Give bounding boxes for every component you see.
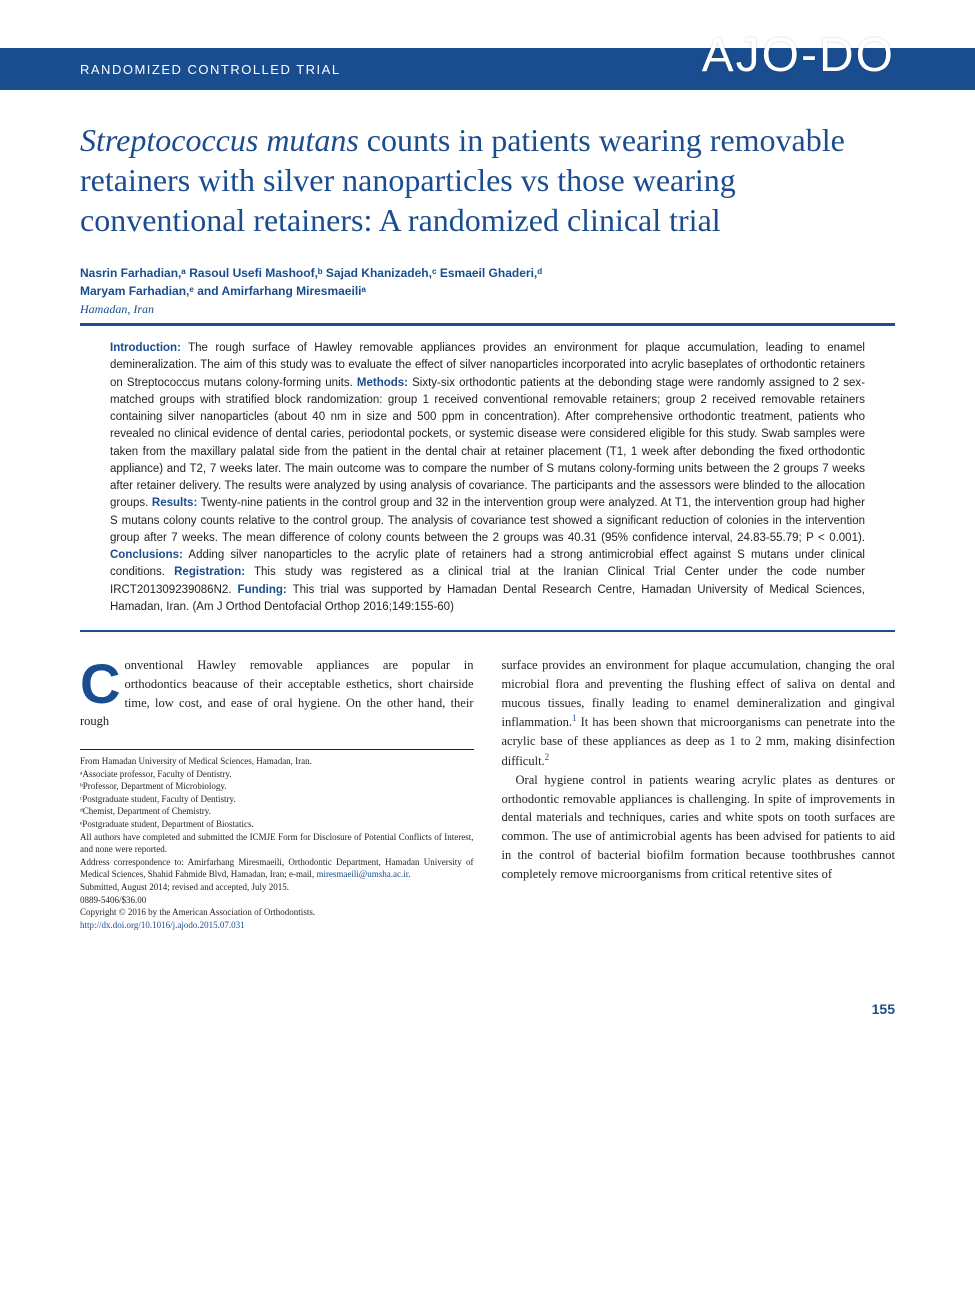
abstract-results-label: Results: <box>152 497 197 509</box>
body-first-paragraph: Conventional Hawley removable appliances… <box>80 656 474 731</box>
abstract-conclusions-label: Conclusions: <box>110 549 183 561</box>
col2-paragraph-1: surface provides an environment for plaq… <box>502 656 896 771</box>
footnote-copyright: Copyright © 2016 by the American Associa… <box>80 906 474 919</box>
abstract-intro-label: Introduction: <box>110 342 181 354</box>
abstract-funding-label: Funding: <box>238 584 287 596</box>
column-left: Conventional Hawley removable appliances… <box>80 656 474 931</box>
authors-line-2: Maryam Farhadian,ᵉ and Amirfarhang Mires… <box>80 282 895 300</box>
footnote-affil-c: ᶜPostgraduate student, Faculty of Dentis… <box>80 793 474 806</box>
abstract: Introduction: The rough surface of Hawle… <box>80 340 895 616</box>
title-italic-species: Streptococcus mutans <box>80 122 359 158</box>
article-title: Streptococcus mutans counts in patients … <box>80 120 895 240</box>
author-location: Hamadan, Iran <box>80 302 895 317</box>
authors-block: Nasrin Farhadian,ᵃ Rasoul Usefi Mashoof,… <box>80 264 895 300</box>
footnote-affil-b: ᵇProfessor, Department of Microbiology. <box>80 780 474 793</box>
authors-line-1: Nasrin Farhadian,ᵃ Rasoul Usefi Mashoof,… <box>80 264 895 282</box>
col2-paragraph-2: Oral hygiene control in patients wearing… <box>502 771 896 884</box>
footnote-affil-a: ᵃAssociate professor, Faculty of Dentist… <box>80 768 474 781</box>
abstract-methods-text: Sixty-six orthodontic patients at the de… <box>110 377 865 510</box>
footnotes: From Hamadan University of Medical Scien… <box>80 749 474 931</box>
abstract-registration-label: Registration: <box>174 566 245 578</box>
footnote-issn: 0889-5406/$36.00 <box>80 894 474 907</box>
footnote-disclosure: All authors have completed and submitted… <box>80 831 474 856</box>
body-columns: Conventional Hawley removable appliances… <box>80 656 895 931</box>
footnote-affil-d: ᵈChemist, Department of Chemistry. <box>80 805 474 818</box>
doi-link[interactable]: http://dx.doi.org/10.1016/j.ajodo.2015.0… <box>80 920 245 930</box>
correspondence-email-link[interactable]: miresmaeili@umsha.ac.ir <box>316 869 408 879</box>
journal-logo: AJO-DO <box>702 28 895 83</box>
footnote-from: From Hamadan University of Medical Scien… <box>80 755 474 768</box>
abstract-results-text: Twenty-nine patients in the control grou… <box>110 497 865 544</box>
divider-top <box>80 323 895 326</box>
trial-type-label: RANDOMIZED CONTROLLED TRIAL <box>0 62 341 77</box>
dropcap: C <box>80 656 124 708</box>
header-bar: RANDOMIZED CONTROLLED TRIAL AJO-DO <box>0 48 975 90</box>
footnote-correspondence: Address correspondence to: Amirfarhang M… <box>80 856 474 881</box>
footnote-affil-e: ᵉPostgraduate student, Department of Bio… <box>80 818 474 831</box>
column-right: surface provides an environment for plaq… <box>502 656 896 931</box>
reference-2[interactable]: 2 <box>545 752 550 762</box>
footnote-submitted: Submitted, August 2014; revised and acce… <box>80 881 474 894</box>
divider-bottom <box>80 630 895 632</box>
page-number: 155 <box>0 1001 975 1017</box>
abstract-methods-label: Methods: <box>357 377 408 389</box>
col1-first-text: onventional Hawley removable appliances … <box>80 658 474 728</box>
main-content: Streptococcus mutans counts in patients … <box>0 90 975 971</box>
